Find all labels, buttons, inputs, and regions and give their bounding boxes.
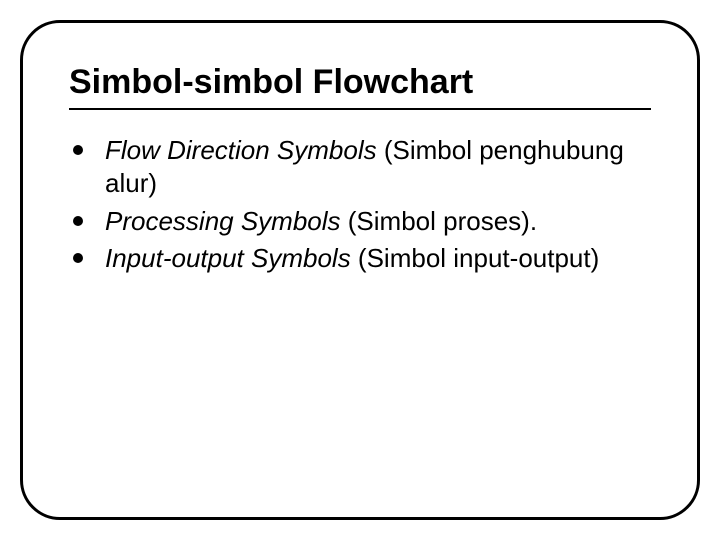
list-item-plain: (Simbol proses). — [348, 206, 537, 236]
list-item-plain: (Simbol input-output) — [358, 243, 599, 273]
bullet-icon — [73, 253, 83, 263]
list-item-italic: Flow Direction Symbols — [105, 135, 384, 165]
list-item-italic: Processing Symbols — [105, 206, 348, 236]
list-item: Flow Direction Symbols (Simbol penghubun… — [69, 134, 651, 201]
list-item-italic: Input-output Symbols — [105, 243, 358, 273]
slide-frame: Simbol-simbol Flowchart Flow Direction S… — [20, 20, 700, 520]
slide-title: Simbol-simbol Flowchart — [69, 63, 651, 102]
bullet-icon — [73, 145, 83, 155]
list-item: Processing Symbols (Simbol proses). — [69, 205, 651, 238]
bullet-list: Flow Direction Symbols (Simbol penghubun… — [69, 134, 651, 275]
title-underline — [69, 108, 651, 110]
bullet-icon — [73, 216, 83, 226]
list-item: Input-output Symbols (Simbol input-outpu… — [69, 242, 651, 275]
